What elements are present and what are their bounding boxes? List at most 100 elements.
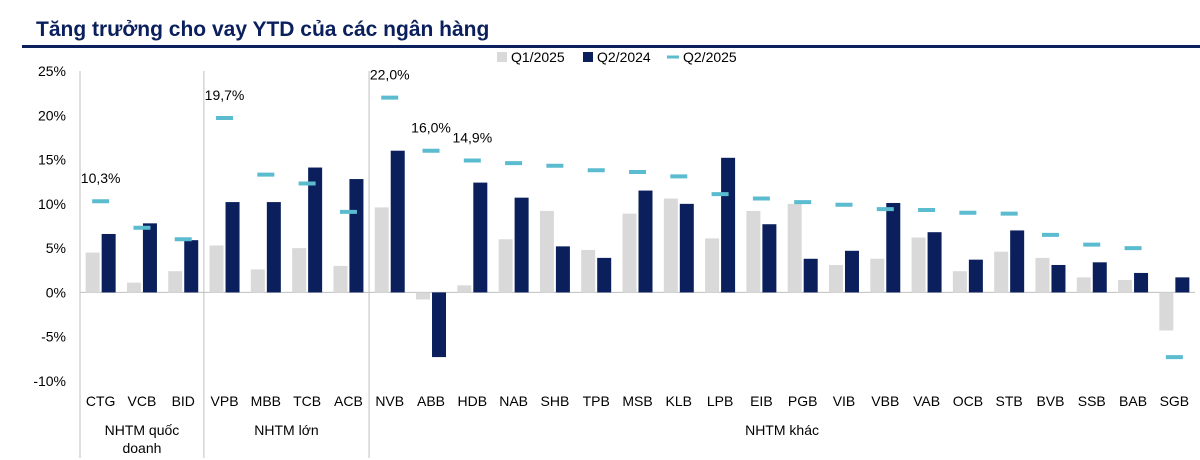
bar-q2-2024-eib — [762, 224, 777, 293]
x-tick-label-stb: STB — [996, 393, 1023, 409]
bar-q1-2025-bab — [1118, 280, 1133, 293]
x-tick-label-mbb: MBB — [251, 393, 281, 409]
bar-q1-2025-vab — [911, 237, 926, 293]
title-underline — [22, 45, 1200, 48]
group-label: NHTM quốc — [105, 422, 180, 438]
y-tick-label: 20% — [38, 107, 66, 123]
bar-q1-2025-ocb — [952, 271, 967, 293]
x-tick-label-bvb: BVB — [1036, 393, 1064, 409]
legend-swatch — [497, 52, 507, 62]
y-tick-label: 5% — [46, 240, 66, 256]
bar-q2-2024-tcb — [308, 167, 323, 293]
bar-q2-2024-abb — [432, 292, 447, 358]
x-tick-label-bid: BID — [172, 393, 195, 409]
x-tick-label-ssb: SSB — [1078, 393, 1106, 409]
x-tick-label-pgb: PGB — [788, 393, 818, 409]
bar-q1-2025-hdb — [457, 285, 472, 293]
x-tick-label-klb: KLB — [666, 393, 692, 409]
bar-q1-2025-eib — [746, 210, 761, 293]
bar-q1-2025-nab — [498, 239, 513, 293]
legend-swatch — [583, 52, 593, 62]
bar-q2-2024-lpb — [721, 157, 736, 293]
x-tick-label-sgb: SGB — [1160, 393, 1190, 409]
bar-q2-2024-bab — [1134, 272, 1149, 293]
bar-q1-2025-ctg — [85, 252, 100, 293]
x-tick-label-lpb: LPB — [707, 393, 733, 409]
bar-q1-2025-bvb — [1035, 257, 1050, 293]
bar-q2-2024-bid — [184, 240, 199, 293]
x-tick-label-ctg: CTG — [86, 393, 116, 409]
bar-q2-2024-sgb — [1175, 277, 1190, 293]
chart-title: Tăng trưởng cho vay YTD của các ngân hàn… — [36, 18, 490, 41]
bar-q1-2025-stb — [994, 251, 1009, 293]
x-tick-label-abb: ABB — [417, 393, 445, 409]
bar-q2-2024-acb — [349, 179, 364, 293]
bar-q1-2025-sgb — [1159, 292, 1174, 331]
bar-q1-2025-shb — [539, 210, 554, 293]
y-tick-label: 0% — [46, 284, 66, 300]
bar-q2-2024-pgb — [803, 258, 818, 293]
bar-q2-2024-vbb — [886, 202, 901, 293]
x-tick-label-hdb: HDB — [458, 393, 488, 409]
x-tick-label-vbb: VBB — [871, 393, 899, 409]
x-tick-label-tcb: TCB — [293, 393, 321, 409]
bar-q1-2025-vpb — [209, 245, 224, 293]
bar-q2-2024-shb — [555, 246, 570, 293]
x-tick-label-shb: SHB — [541, 393, 570, 409]
x-tick-label-nvb: NVB — [375, 393, 404, 409]
group-label: NHTM lớn — [254, 422, 318, 438]
x-tick-label-vib: VIB — [833, 393, 856, 409]
bar-q2-2024-vib — [844, 250, 859, 293]
data-label-hdb: 14,9% — [452, 129, 492, 145]
x-tick-label-acb: ACB — [334, 393, 363, 409]
x-tick-label-nab: NAB — [499, 393, 528, 409]
bar-q2-2024-nab — [514, 197, 529, 293]
data-label-nvb: 22,0% — [370, 67, 410, 83]
x-tick-label-vab: VAB — [913, 393, 940, 409]
x-tick-label-vcb: VCB — [128, 393, 157, 409]
bar-q1-2025-vbb — [870, 258, 885, 293]
bar-q1-2025-lpb — [705, 238, 720, 293]
bar-q1-2025-tcb — [292, 248, 307, 293]
bar-q2-2024-stb — [1010, 230, 1025, 293]
bar-q2-2024-hdb — [473, 182, 488, 293]
y-tick-label: 15% — [38, 152, 66, 168]
bar-q2-2024-ocb — [968, 259, 983, 293]
bar-q1-2025-abb — [416, 292, 431, 300]
y-tick-label: 10% — [38, 196, 66, 212]
x-tick-label-eib: EIB — [750, 393, 773, 409]
bar-q1-2025-vcb — [126, 282, 141, 293]
bar-q2-2024-vab — [927, 232, 942, 293]
bar-q1-2025-nvb — [374, 207, 389, 293]
x-tick-label-msb: MSB — [622, 393, 652, 409]
bar-q1-2025-mbb — [250, 269, 265, 293]
x-tick-label-ocb: OCB — [953, 393, 983, 409]
bar-q1-2025-vib — [828, 264, 843, 293]
legend-label: Q2/2025 — [683, 49, 737, 65]
y-tick-label: -5% — [41, 329, 66, 345]
x-tick-label-bab: BAB — [1119, 393, 1147, 409]
bar-q1-2025-bid — [168, 271, 183, 293]
x-tick-label-tpb: TPB — [583, 393, 610, 409]
bar-q1-2025-msb — [622, 213, 637, 293]
bar-q2-2024-ctg — [101, 233, 116, 293]
bar-q1-2025-tpb — [581, 249, 596, 293]
bar-q1-2025-pgb — [787, 203, 802, 293]
y-tick-label: 25% — [38, 63, 66, 79]
bar-q1-2025-klb — [663, 198, 678, 293]
legend-label: Q1/2025 — [511, 49, 565, 65]
data-label-vpb: 19,7% — [205, 87, 245, 103]
bar-q2-2024-ssb — [1092, 262, 1107, 293]
bar-q2-2024-msb — [638, 190, 653, 293]
bar-q2-2024-vcb — [142, 223, 157, 293]
bar-q1-2025-ssb — [1076, 277, 1091, 293]
group-label: doanh — [122, 440, 161, 456]
bar-q2-2024-mbb — [266, 202, 281, 293]
data-label-ctg: 10,3% — [81, 170, 121, 186]
bar-q2-2024-bvb — [1051, 264, 1066, 293]
x-tick-label-vpb: VPB — [211, 393, 239, 409]
bar-q2-2024-vpb — [225, 202, 240, 293]
y-tick-label: -10% — [33, 373, 66, 389]
data-label-abb: 16,0% — [411, 120, 451, 136]
